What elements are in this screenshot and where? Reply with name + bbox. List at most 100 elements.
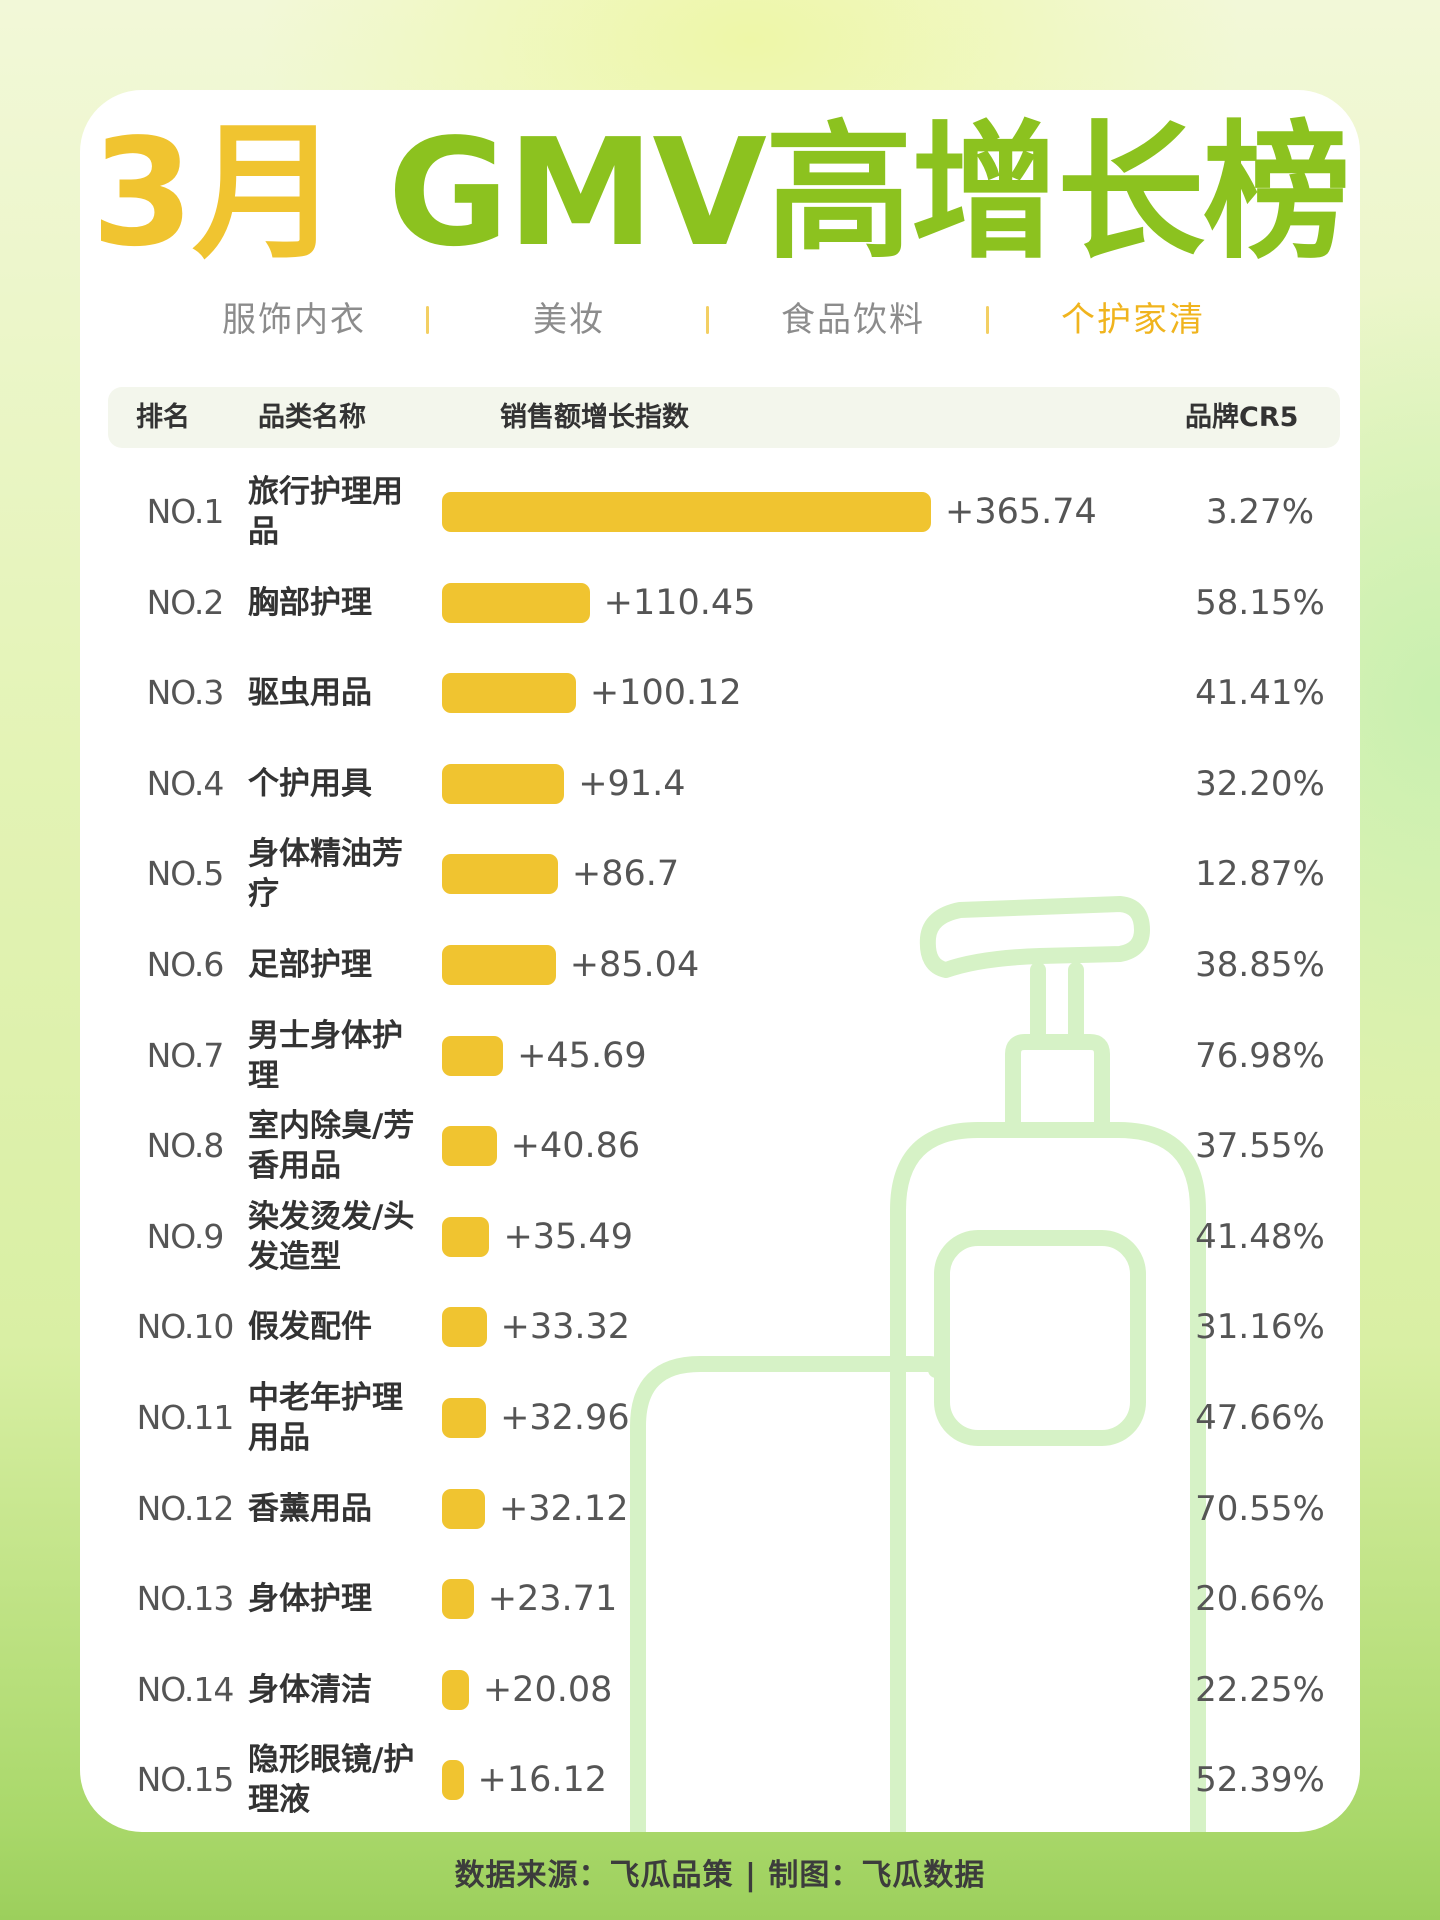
- growth-index-value: +32.12: [498, 1488, 629, 1529]
- rank-label: NO.9: [146, 1216, 225, 1256]
- rank-label: NO.15: [136, 1760, 235, 1800]
- category-tabs: 服饰内衣 美妆 食品饮料 个护家清: [80, 290, 1360, 350]
- growth-index-value: +35.49: [503, 1216, 633, 1257]
- growth-index-value: +365.74: [945, 492, 1097, 532]
- tab-personal-care[interactable]: 个护家清: [1061, 300, 1205, 340]
- brand-cr5-value: 3.27%: [1205, 492, 1314, 532]
- brand-cr5-value: 47.66%: [1195, 1398, 1325, 1438]
- category-name: 个护用具: [248, 765, 372, 802]
- growth-bar: [442, 1579, 474, 1620]
- category-name: 旅行护理用品: [248, 474, 403, 550]
- growth-bar: [442, 1126, 497, 1167]
- category-name: 胸部护理: [248, 584, 372, 621]
- category-name: 驱虫用品: [248, 675, 372, 712]
- header-rank: 排名: [136, 402, 190, 433]
- category-name: 室内除臭/芳香用品: [248, 1108, 415, 1185]
- growth-index-value: +91.4: [578, 763, 686, 804]
- table-row: NO.8 室内除臭/芳香用品 +40.86 37.55%: [80, 1101, 1360, 1191]
- tab-divider: [706, 306, 709, 334]
- category-name: 男士身体护理: [248, 1017, 403, 1094]
- category-name: 身体精油芳疗: [248, 836, 403, 913]
- growth-bar: [442, 492, 931, 532]
- growth-index-value: +16.12: [477, 1760, 608, 1801]
- growth-index-value: +110.45: [603, 582, 756, 623]
- data-source-footer: 数据来源：飞瓜品策 | 制图：飞瓜数据: [454, 1858, 986, 1893]
- brand-cr5-value: 22.25%: [1195, 1669, 1325, 1710]
- growth-bar: [442, 945, 556, 985]
- table-row: NO.11 中老年护理用品 +32.96 47.66%: [80, 1373, 1360, 1463]
- category-name: 假发配件: [248, 1309, 372, 1346]
- growth-index-value: +20.08: [482, 1669, 613, 1710]
- brand-cr5-value: 52.39%: [1195, 1760, 1325, 1801]
- header-index: 销售额增长指数: [500, 402, 689, 433]
- ranking-card: 3月 GMV高增长榜 服饰内衣 美妆 食品饮料 个护家清 排名 品类名称 销售额…: [80, 90, 1360, 1832]
- category-name: 香薰用品: [248, 1490, 372, 1527]
- table-row: NO.6 足部护理 +85.04 38.85%: [80, 920, 1360, 1010]
- rank-label: NO.12: [136, 1488, 235, 1528]
- rank-label: NO.11: [136, 1398, 235, 1437]
- table-row: NO.9 染发烫发/头发造型 +35.49 41.48%: [80, 1192, 1360, 1282]
- title-month: 3月: [91, 107, 340, 279]
- rank-label: NO.14: [136, 1669, 235, 1709]
- header-name: 品类名称: [258, 402, 366, 433]
- growth-bar: [442, 763, 565, 804]
- growth-bar: [442, 1398, 487, 1438]
- tab-divider: [426, 306, 429, 334]
- growth-bar: [442, 854, 558, 895]
- table-row: NO.15 隐形眼镜/护理液 +16.12 52.39%: [80, 1735, 1360, 1825]
- rank-label: NO.4: [146, 763, 225, 803]
- table-row: NO.4 个护用具 +91.4 32.20%: [80, 739, 1360, 829]
- brand-cr5-value: 58.15%: [1195, 582, 1325, 623]
- table-header: 排名 品类名称 销售额增长指数 品牌CR5: [108, 387, 1340, 448]
- growth-bar: [442, 1669, 469, 1710]
- rank-label: NO.6: [146, 945, 225, 984]
- table-row: NO.10 假发配件 +33.32 31.16%: [80, 1282, 1360, 1372]
- growth-index-value: +23.71: [487, 1579, 618, 1620]
- rank-label: NO.1: [146, 492, 225, 531]
- category-name: 隐形眼镜/护理液: [248, 1742, 415, 1819]
- growth-bar: [442, 1216, 490, 1257]
- brand-cr5-value: 20.66%: [1195, 1579, 1325, 1620]
- rank-label: NO.13: [136, 1579, 235, 1619]
- growth-index-value: +86.7: [571, 854, 680, 895]
- growth-index-value: +33.32: [500, 1307, 631, 1348]
- growth-bar: [442, 582, 590, 623]
- rank-label: NO.10: [136, 1307, 235, 1347]
- header-cr5: 品牌CR5: [1185, 402, 1299, 433]
- table-row: NO.13 身体护理 +23.71 20.66%: [80, 1554, 1360, 1644]
- table-row: NO.3 驱虫用品 +100.12 41.41%: [80, 648, 1360, 738]
- table-row: NO.2 胸部护理 +110.45 58.15%: [80, 558, 1360, 648]
- growth-index-value: +32.96: [500, 1398, 630, 1438]
- category-name: 染发烫发/头发造型: [248, 1198, 415, 1275]
- brand-cr5-value: 41.41%: [1195, 673, 1325, 714]
- tab-food[interactable]: 食品饮料: [781, 300, 925, 340]
- category-name: 身体护理: [248, 1581, 372, 1618]
- growth-bar: [442, 1760, 464, 1801]
- table-row: NO.1 旅行护理用品 +365.74 3.27%: [80, 467, 1360, 557]
- brand-cr5-value: 31.16%: [1195, 1307, 1325, 1348]
- brand-cr5-value: 76.98%: [1195, 1035, 1325, 1076]
- growth-index-value: +45.69: [517, 1035, 647, 1076]
- growth-index-value: +85.04: [569, 945, 700, 985]
- growth-bar: [442, 1488, 485, 1529]
- brand-cr5-value: 38.85%: [1195, 945, 1325, 985]
- growth-bar: [442, 1307, 487, 1348]
- tab-apparel[interactable]: 服饰内衣: [222, 300, 366, 340]
- category-name: 中老年护理用品: [248, 1380, 403, 1456]
- category-name: 足部护理: [248, 947, 372, 983]
- brand-cr5-value: 41.48%: [1195, 1216, 1325, 1257]
- tab-divider: [986, 306, 989, 334]
- brand-cr5-value: 12.87%: [1195, 854, 1325, 895]
- growth-bar: [442, 673, 576, 714]
- brand-cr5-value: 70.55%: [1195, 1488, 1325, 1529]
- title-main: GMV高增长榜: [338, 107, 1351, 279]
- category-name: 身体清洁: [248, 1671, 372, 1708]
- table-row: NO.5 身体精油芳疗 +86.7 12.87%: [80, 829, 1360, 919]
- rank-label: NO.7: [146, 1035, 225, 1075]
- table-row: NO.14 身体清洁 +20.08 22.25%: [80, 1645, 1360, 1735]
- brand-cr5-value: 32.20%: [1195, 763, 1325, 804]
- tab-beauty[interactable]: 美妆: [533, 300, 605, 340]
- growth-index-value: +40.86: [510, 1126, 641, 1167]
- brand-cr5-value: 37.55%: [1195, 1126, 1325, 1167]
- rank-label: NO.2: [146, 582, 225, 622]
